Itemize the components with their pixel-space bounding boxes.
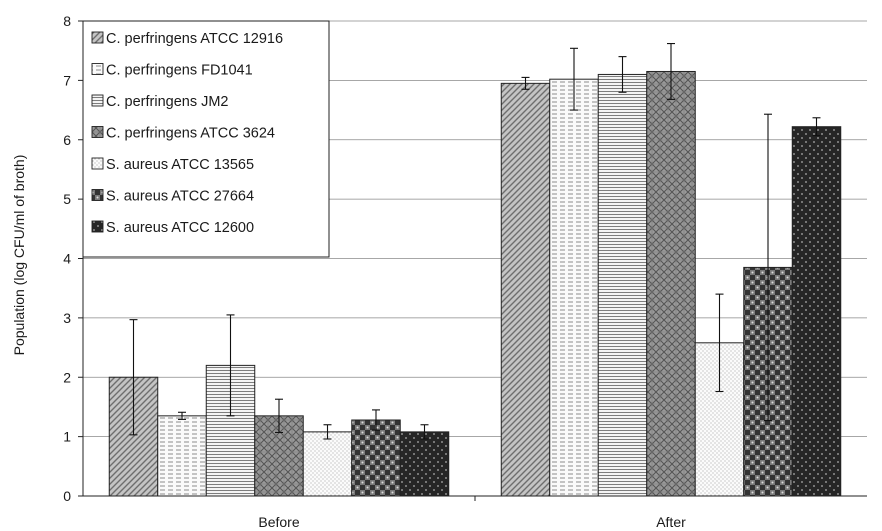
legend-label: C. perfringens FD1041 <box>106 63 253 79</box>
legend-swatch <box>91 126 104 138</box>
bar <box>157 415 207 497</box>
bar <box>549 78 599 497</box>
legend-label: C. perfringens ATCC 3624 <box>106 126 275 142</box>
legend-box <box>82 20 330 258</box>
y-tick-label: 8 <box>63 13 71 29</box>
legend-label: S. aureus ATCC 27664 <box>106 189 254 205</box>
bar <box>646 70 696 497</box>
legend-swatch <box>91 31 104 44</box>
x-category-labels: Before After <box>258 514 686 530</box>
bar <box>597 73 648 497</box>
legend-swatch <box>91 63 104 75</box>
x-category-label: Before <box>258 514 299 530</box>
legend: C. perfringens ATCC 12916 C. perfringens … <box>82 20 330 258</box>
bar <box>351 419 401 497</box>
y-tick-label: 1 <box>63 429 71 445</box>
legend-label: S. aureus ATCC 12600 <box>106 220 254 236</box>
y-tick-label: 6 <box>63 132 71 148</box>
legend-swatch <box>91 157 104 170</box>
bar <box>791 126 842 497</box>
y-tick-label: 2 <box>63 369 71 385</box>
legend-label: C. perfringens ATCC 12916 <box>106 31 283 47</box>
bar <box>399 431 450 497</box>
y-tick-label: 7 <box>63 72 71 88</box>
y-tick-label: 3 <box>63 310 71 326</box>
y-axis-title: Population (log CFU/ml of broth) <box>11 155 27 356</box>
error-bars <box>129 43 821 440</box>
legend-swatch <box>91 94 104 107</box>
y-tick-labels: 0 1 2 3 4 5 6 7 8 <box>63 13 71 504</box>
legend-swatch <box>91 220 104 233</box>
y-tick-label: 0 <box>63 488 71 504</box>
legend-swatch <box>91 189 104 201</box>
y-tick-label: 5 <box>63 191 71 207</box>
bar <box>302 431 353 497</box>
legend-label: C. perfringens JM2 <box>106 94 229 110</box>
x-category-label: After <box>656 514 686 530</box>
bar <box>500 82 551 497</box>
y-tick-label: 4 <box>63 251 71 267</box>
legend-label: S. aureus ATCC 13565 <box>106 157 254 173</box>
